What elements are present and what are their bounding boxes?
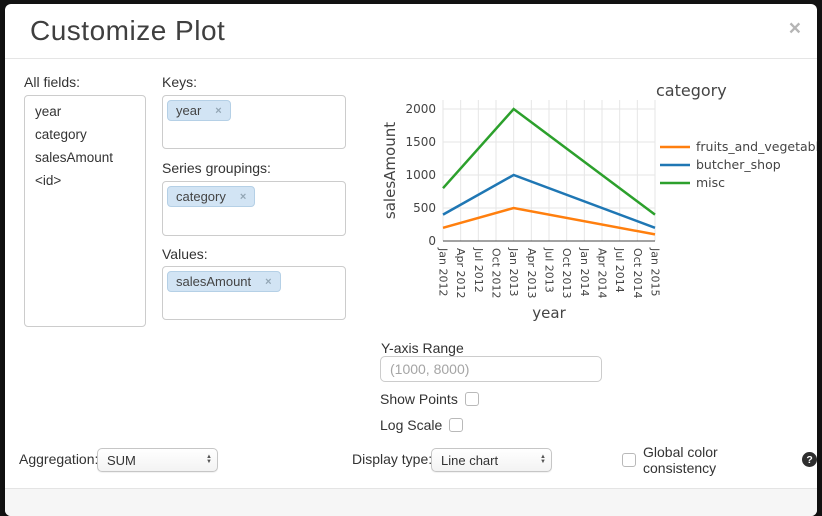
log-scale-label: Log Scale: [380, 416, 443, 433]
tag-label: salesAmount: [176, 274, 252, 289]
all-fields-listbox[interactable]: year category salesAmount <id>: [24, 95, 146, 327]
select-arrows-icon: ▲ ▼: [206, 454, 212, 465]
select-arrows-icon: ▲ ▼: [540, 454, 546, 465]
tag-remove-icon[interactable]: ×: [265, 275, 272, 288]
dialog-header: Customize Plot ×: [5, 4, 817, 59]
global-color-checkbox[interactable]: [622, 452, 636, 467]
log-scale-option: Log Scale: [380, 416, 464, 433]
series-groupings-label: Series groupings:: [162, 160, 271, 176]
x-tick-label: Apr 2014: [596, 248, 609, 299]
x-tick-label: Jan 2014: [578, 247, 591, 296]
legend-label: butcher_shop: [696, 157, 781, 172]
x-tick-label: Oct 2013: [560, 248, 573, 299]
show-points-checkbox[interactable]: [464, 391, 479, 406]
y-axis-title: salesAmount: [381, 122, 399, 219]
log-scale-checkbox[interactable]: [449, 417, 464, 432]
y-tick-label: 2000: [405, 102, 436, 116]
global-color-label: Global color consistency: [643, 443, 718, 476]
display-type-value: Line chart: [441, 452, 499, 468]
y-tick-label: 0: [428, 234, 436, 248]
legend-label: fruits_and_vegetables: [696, 139, 817, 154]
legend-title: category: [656, 81, 727, 100]
tag-remove-icon[interactable]: ×: [239, 190, 247, 203]
series-groupings-tagbox[interactable]: category ×: [162, 181, 346, 236]
values-tagbox[interactable]: salesAmount ×: [162, 266, 346, 320]
x-tick-label: Jul 2013: [543, 247, 556, 293]
x-tick-label: Jan 2013: [507, 247, 520, 296]
y-tick-label: 1000: [405, 168, 436, 182]
aggregation-value: SUM: [107, 452, 136, 468]
keys-tagbox[interactable]: year ×: [162, 95, 346, 149]
tag-label: category: [176, 189, 226, 204]
dialog-title: Customize Plot: [30, 15, 226, 46]
customize-plot-dialog: Customize Plot × All fields: year categor…: [5, 4, 817, 516]
chart-line-fruits_and_vegetables: [442, 206, 656, 236]
x-tick-label: Oct 2012: [490, 248, 503, 299]
y-tick-label: 1500: [405, 135, 436, 149]
tag-pill[interactable]: category ×: [167, 186, 256, 207]
x-axis-title: year: [532, 304, 566, 322]
line-chart-svg: 0 500 1000 1500 2000 Jan 2012 Apr 2012 Jul 2012…: [381, 81, 817, 322]
field-item[interactable]: salesAmount: [35, 150, 114, 165]
y-axis-range-label: Y-axis Range: [381, 340, 464, 356]
x-tick-label: Apr 2013: [525, 248, 538, 299]
show-points-label: Show Points: [380, 390, 458, 407]
x-tick-label: Jan 2012: [437, 247, 450, 296]
field-item[interactable]: <id>: [35, 173, 62, 188]
bottom-controls: Aggregation: SUM ▲ ▼ Display type: Line c…: [5, 443, 817, 476]
x-tick-label: Jul 2012: [472, 247, 485, 293]
all-fields-label: All fields:: [24, 74, 81, 90]
tag-label: year: [176, 103, 202, 118]
x-tick-label: Jan 2015: [649, 247, 662, 296]
y-axis-range-input[interactable]: [380, 356, 602, 382]
x-tick-label: Jul 2014: [613, 247, 626, 293]
help-icon[interactable]: ?: [802, 452, 817, 467]
global-color-option: Global color consistency ?: [622, 443, 817, 476]
close-icon[interactable]: ×: [788, 17, 801, 40]
chart-line-misc: [442, 107, 656, 216]
legend-label: misc: [696, 175, 725, 190]
aggregation-select[interactable]: SUM ▲ ▼: [97, 448, 218, 472]
tag-pill[interactable]: year ×: [167, 100, 231, 121]
tag-pill[interactable]: salesAmount ×: [167, 271, 281, 292]
chart-preview: 0 500 1000 1500 2000 Jan 2012 Apr 2012 Jul 2012…: [380, 66, 817, 343]
keys-label: Keys:: [162, 74, 198, 90]
dialog-footer: [5, 488, 817, 516]
aggregation-label: Aggregation:: [19, 451, 99, 467]
display-type-select[interactable]: Line chart ▲ ▼: [431, 448, 552, 472]
field-item[interactable]: category: [35, 127, 87, 142]
x-tick-label: Oct 2014: [631, 248, 644, 299]
tag-remove-icon[interactable]: ×: [215, 104, 222, 117]
show-points-option: Show Points: [380, 390, 479, 407]
x-tick-label: Apr 2012: [454, 248, 467, 299]
display-type-label: Display type:: [352, 451, 433, 467]
chart-line-butcher_shop: [442, 173, 656, 229]
field-item[interactable]: year: [35, 104, 62, 119]
y-tick-label: 500: [413, 201, 436, 215]
values-label: Values:: [162, 246, 208, 262]
